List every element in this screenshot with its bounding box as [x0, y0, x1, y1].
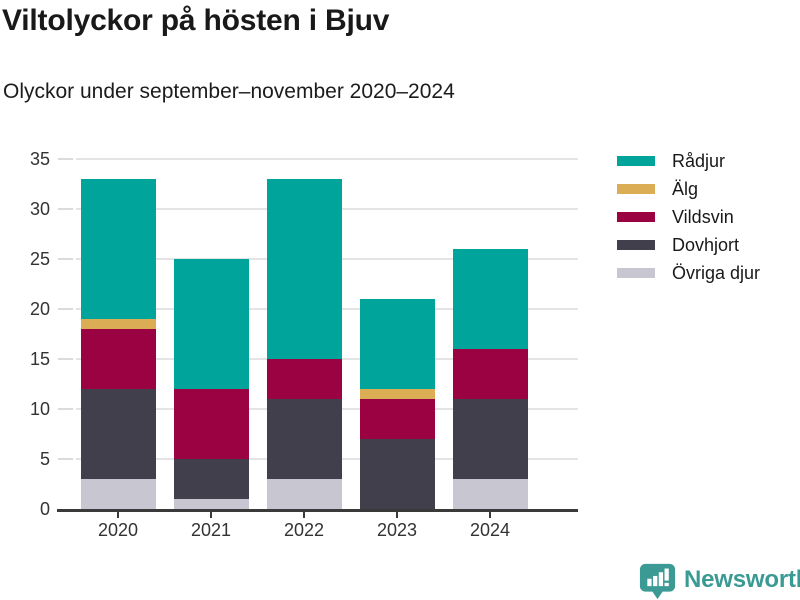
- legend-label: Rådjur: [672, 150, 726, 171]
- x-axis-line: [57, 509, 578, 512]
- bar-2024-Vildsvin: [452, 349, 528, 399]
- legend-swatch-Dovhjort: [617, 240, 655, 250]
- xtick-2024: [489, 512, 491, 518]
- ytick-y20: [58, 308, 73, 310]
- bar-2022-Övriga djur: [266, 479, 342, 509]
- ytick-y25: [58, 258, 73, 260]
- bar-2024-Rådjur: [452, 249, 528, 349]
- bar-2020-Dovhjort: [80, 389, 156, 479]
- legend-item: Dovhjort: [617, 231, 760, 259]
- legend-label: Vildsvin: [672, 206, 734, 227]
- page-title: Viltolyckor på hösten i Bjuv: [2, 4, 390, 37]
- chart-legend: Rådjur Älg Vildsvin Dovhjort Övriga djur: [617, 147, 760, 287]
- x-axis-label: 2023: [376, 520, 418, 540]
- brand-name: Newsworthy: [684, 566, 800, 593]
- ytick-y30: [58, 208, 73, 210]
- xtick-2020: [117, 512, 119, 518]
- y-axis-label: 25: [29, 249, 50, 269]
- bar-2022-Dovhjort: [266, 399, 342, 479]
- bar-2020-Älg: [80, 319, 156, 329]
- y-axis-label: 35: [29, 149, 50, 169]
- bar-2023-Dovhjort: [359, 439, 435, 509]
- legend-item: Övriga djur: [617, 259, 760, 287]
- ytick-y5: [58, 458, 73, 460]
- ytick-y35: [58, 158, 73, 160]
- y-axis-label: 0: [39, 499, 50, 519]
- legend-label: Dovhjort: [672, 234, 740, 255]
- bar-2024-Övriga djur: [452, 479, 528, 509]
- ytick-y10: [58, 408, 73, 410]
- y-axis-label: 15: [29, 349, 50, 369]
- bar-2020-Vildsvin: [80, 329, 156, 389]
- legend-item: Älg: [617, 175, 760, 203]
- ytick-y15: [58, 358, 73, 360]
- legend-swatch-Vildsvin: [617, 212, 655, 222]
- xtick-2021: [210, 512, 212, 518]
- bar-2022-Rådjur: [266, 179, 342, 359]
- y-axis-label: 10: [29, 399, 50, 419]
- bar-2021-Rådjur: [173, 259, 249, 389]
- bar-2023-Älg: [359, 389, 435, 399]
- chart-subtitle: Olyckor under september–november 2020–20…: [3, 80, 455, 103]
- legend-item: Vildsvin: [617, 203, 760, 231]
- x-axis-label: 2021: [190, 520, 232, 540]
- bar-2020-Övriga djur: [80, 479, 156, 509]
- legend-label: Övriga djur: [672, 262, 761, 283]
- legend-swatch-Rådjur: [617, 156, 655, 166]
- bar-2021-Dovhjort: [173, 459, 249, 499]
- bar-2023-Rådjur: [359, 299, 435, 389]
- bar-2023-Vildsvin: [359, 399, 435, 439]
- y-axis-label: 20: [29, 299, 50, 319]
- legend-swatch-Övriga djur: [617, 268, 655, 278]
- bar-2022-Vildsvin: [266, 359, 342, 399]
- bar-2024-Dovhjort: [452, 399, 528, 479]
- legend-label: Älg: [672, 178, 699, 199]
- gridline-y35: [76, 158, 578, 160]
- legend-swatch-Älg: [617, 184, 655, 194]
- x-axis-label: 2022: [283, 520, 325, 540]
- x-axis-label: 2020: [97, 520, 139, 540]
- y-axis-label: 5: [39, 449, 50, 469]
- brand-footer: Newsworthy: [639, 563, 800, 600]
- newsworthy-logo-icon: [639, 563, 676, 600]
- xtick-2022: [303, 512, 305, 518]
- xtick-2023: [396, 512, 398, 518]
- bar-2020-Rådjur: [80, 179, 156, 319]
- y-axis-label: 30: [29, 199, 50, 219]
- bar-2021-Övriga djur: [173, 499, 249, 509]
- legend-item: Rådjur: [617, 147, 760, 175]
- x-axis-label: 2024: [469, 520, 511, 540]
- bar-2021-Vildsvin: [173, 389, 249, 459]
